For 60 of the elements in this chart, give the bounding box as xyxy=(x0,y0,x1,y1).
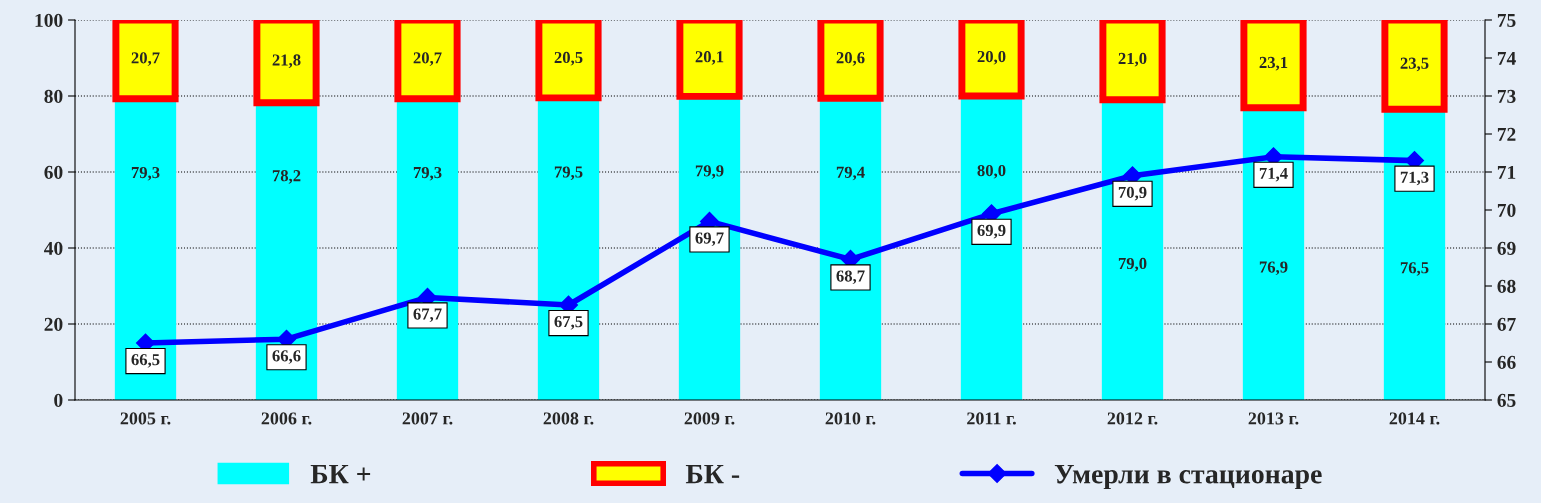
y2-tick-label: 68 xyxy=(1497,279,1516,293)
data-label: 71,4 xyxy=(1259,167,1288,182)
legend-label: Умерли в стационаре xyxy=(1054,465,1322,490)
legend-label: БК + xyxy=(310,465,371,484)
x-tick-label: 2005 г. xyxy=(120,412,171,425)
x-tick-label: 2014 г. xyxy=(1389,412,1440,425)
data-label: 70,9 xyxy=(1118,186,1147,201)
data-label: 66,5 xyxy=(131,354,160,368)
y2-tick-label: 65 xyxy=(1497,393,1516,407)
data-label: 79,4 xyxy=(836,166,865,181)
data-label: 79,9 xyxy=(695,165,724,179)
y2-tick-label: 66 xyxy=(1497,355,1516,369)
y-tick-label: 40 xyxy=(44,241,63,255)
data-label: 20,7 xyxy=(131,52,160,66)
data-label: 78,2 xyxy=(272,170,301,184)
x-tick-label: 2007 г. xyxy=(402,412,453,425)
x-tick-label: 2012 г. xyxy=(1107,412,1158,425)
y2-tick-label: 70 xyxy=(1497,203,1516,217)
y2-tick-label: 74 xyxy=(1497,51,1516,65)
data-label: 69,7 xyxy=(695,232,724,247)
y2-tick-label: 75 xyxy=(1497,14,1516,27)
x-tick-label: 2008 г. xyxy=(543,412,594,425)
y2-tick-label: 71 xyxy=(1497,165,1516,179)
data-label: 20,6 xyxy=(836,52,865,66)
y-tick-label: 100 xyxy=(35,13,63,27)
data-label: 21,0 xyxy=(1118,52,1147,67)
data-label: 79,0 xyxy=(1118,257,1147,272)
y2-tick-label: 69 xyxy=(1497,241,1516,255)
x-tick-label: 2009 г. xyxy=(684,412,735,425)
data-label: 80,0 xyxy=(977,164,1006,179)
y2-tick-label: 67 xyxy=(1497,317,1516,331)
y-tick-label: 60 xyxy=(44,165,63,179)
x-tick-label: 2006 г. xyxy=(261,412,312,425)
data-label: 20,5 xyxy=(554,51,583,66)
data-label: 79,3 xyxy=(413,166,442,181)
y-tick-label: 0 xyxy=(54,393,63,407)
data-label: 23,1 xyxy=(1259,56,1288,71)
x-tick-label: 2011 г. xyxy=(967,412,1016,425)
data-label: 79,3 xyxy=(131,166,160,181)
y2-tick-label: 73 xyxy=(1497,89,1516,103)
data-label: 23,5 xyxy=(1400,57,1429,72)
data-label: 76,5 xyxy=(1400,262,1429,276)
data-label: 21,8 xyxy=(272,54,301,69)
data-label: 20,1 xyxy=(695,51,724,65)
x-tick-label: 2010 г. xyxy=(825,412,876,425)
x-tick-label: 2013 г. xyxy=(1248,412,1299,425)
data-label: 79,5 xyxy=(554,166,583,181)
data-label: 20,0 xyxy=(977,50,1006,65)
data-label: 71,3 xyxy=(1400,171,1429,186)
data-label: 69,9 xyxy=(977,224,1006,239)
y-tick-label: 80 xyxy=(44,89,63,103)
data-label: 67,5 xyxy=(554,316,583,330)
data-label: 67,7 xyxy=(413,308,442,323)
y2-tick-label: 72 xyxy=(1497,127,1516,141)
data-label: 68,7 xyxy=(836,270,865,285)
data-label: 20,7 xyxy=(413,52,442,66)
legend-label: БК - xyxy=(685,465,740,484)
y-tick-label: 20 xyxy=(44,317,63,331)
data-label: 76,9 xyxy=(1259,261,1288,276)
data-label: 66,6 xyxy=(272,350,301,364)
